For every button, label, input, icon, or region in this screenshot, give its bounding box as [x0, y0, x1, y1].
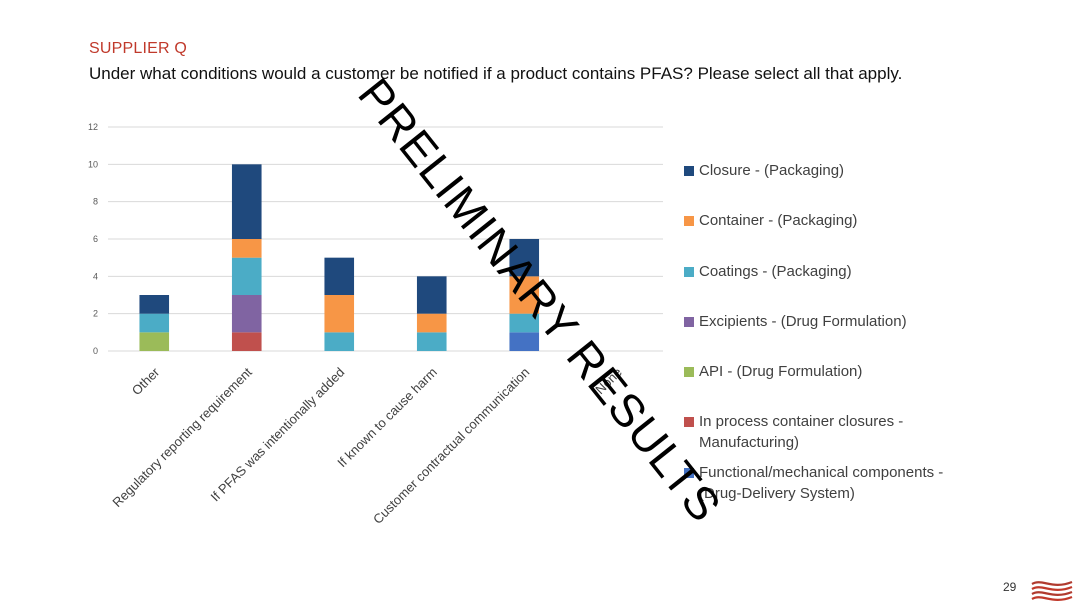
- brand-wave-logo-icon: [1031, 580, 1073, 601]
- chart-legend: Closure - (Packaging) Container - (Packag…: [684, 160, 1004, 512]
- y-tick-label: 10: [88, 159, 98, 169]
- legend-label: API - (Drug Formulation): [699, 363, 863, 381]
- legend-item: Closure - (Packaging): [684, 160, 1004, 210]
- legend-label: Functional/mechanical components - (Drug…: [699, 463, 944, 502]
- bar-segment: [509, 276, 540, 314]
- legend-item: Functional/mechanical components - (Drug…: [684, 462, 1004, 512]
- legend-swatch: [684, 166, 694, 176]
- question-text: Under what conditions would a customer b…: [89, 64, 903, 83]
- x-category-label: None: [592, 365, 625, 398]
- legend-swatch: [684, 316, 694, 327]
- legend-label: In process container closures - Manufact…: [699, 413, 904, 452]
- y-tick-label: 4: [93, 271, 98, 281]
- bar-segment: [509, 239, 540, 277]
- y-tick-label: 2: [93, 309, 98, 319]
- legend-swatch: [684, 367, 694, 378]
- legend-label: Closure - (Packaging): [699, 162, 845, 179]
- legend-item: Excipients - (Drug Formulation): [684, 311, 1004, 361]
- bar-segment: [416, 332, 447, 351]
- page-number: 29: [1003, 580, 1017, 594]
- bar-segment: [231, 257, 262, 295]
- bar-segment: [139, 332, 170, 351]
- supplier-title: SUPPLIER Q: [89, 40, 188, 57]
- legend-swatch: [684, 216, 694, 227]
- legend-label: Excipients - (Drug Formulation): [699, 312, 907, 330]
- legend-swatch: [684, 417, 694, 428]
- bar-segment: [231, 332, 262, 351]
- bar-segment: [139, 313, 170, 333]
- x-category-label: If known to cause harm: [334, 365, 440, 471]
- legend-swatch: [684, 266, 694, 277]
- legend-label: Coatings - (Packaging): [699, 262, 852, 280]
- legend-item: Coatings - (Packaging): [684, 261, 1004, 311]
- x-category-label: Other: [129, 364, 163, 398]
- bar-segment: [139, 295, 170, 314]
- bar-segment: [416, 276, 447, 314]
- bars: [139, 164, 540, 351]
- bar-segment: [231, 164, 262, 239]
- gridlines: [108, 126, 663, 352]
- y-axis-ticks: 0 2 4 6 8 10 12: [88, 122, 98, 356]
- y-tick-label: 0: [93, 346, 98, 356]
- y-tick-label: 8: [93, 197, 98, 207]
- bar-segment: [509, 332, 540, 351]
- x-category-label: Customer contractual communication: [370, 365, 532, 527]
- legend-label: Container - (Packaging): [699, 212, 858, 230]
- y-tick-label: 12: [88, 122, 98, 132]
- bar-segment: [416, 313, 447, 333]
- bar-segment: [509, 313, 540, 333]
- legend-item: In process container closures - Manufact…: [684, 411, 1004, 461]
- bar-segment: [324, 257, 355, 295]
- bar-segment: [324, 295, 355, 333]
- y-tick-label: 6: [93, 234, 98, 244]
- bar-segment: [231, 239, 262, 258]
- bar-segment: [231, 295, 262, 333]
- legend-item: Container - (Packaging): [684, 210, 1004, 260]
- legend-swatch: [684, 467, 694, 478]
- bar-segment: [324, 332, 355, 351]
- legend-item: API - (Drug Formulation): [684, 361, 1004, 411]
